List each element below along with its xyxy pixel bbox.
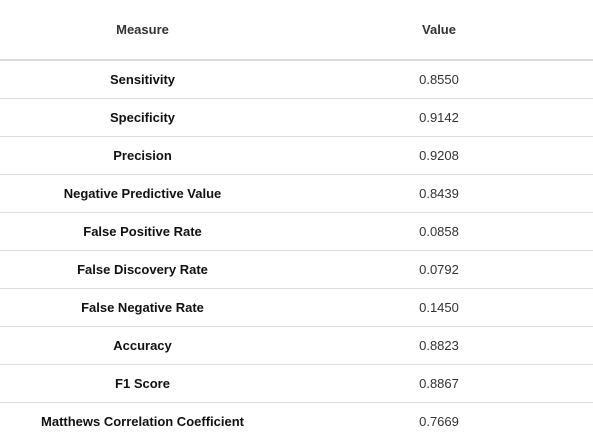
table-row: False Positive Rate 0.0858 xyxy=(0,212,593,251)
measure-cell: Specificity xyxy=(0,98,285,137)
table-row: F1 Score 0.8867 xyxy=(0,364,593,403)
table-row: Negative Predictive Value 0.8439 xyxy=(0,174,593,213)
measure-cell: False Discovery Rate xyxy=(0,250,285,289)
measure-cell: Matthews Correlation Coefficient xyxy=(41,414,244,429)
value-cell: 0.9208 xyxy=(285,136,593,175)
measure-cell: Accuracy xyxy=(0,326,285,365)
value-cell: 0.8823 xyxy=(285,326,593,365)
table-row: Precision 0.9208 xyxy=(0,136,593,175)
table-row: Matthews Correlation Coefficient 0.7669 xyxy=(0,403,593,441)
measure-cell: Negative Predictive Value xyxy=(0,174,285,213)
table-row: Sensitivity 0.8550 xyxy=(0,60,593,99)
header-row: Measure Value xyxy=(0,0,593,61)
table-row: False Discovery Rate 0.0792 xyxy=(0,250,593,289)
value-cell: 0.1450 xyxy=(285,288,593,327)
value-cell: 0.7669 xyxy=(419,414,459,429)
measure-cell: F1 Score xyxy=(0,364,285,403)
value-cell: 0.8867 xyxy=(285,364,593,403)
table-row: Accuracy 0.8823 xyxy=(0,326,593,365)
value-cell: 0.0792 xyxy=(285,250,593,289)
value-column-header: Value xyxy=(285,0,593,61)
table-row: False Negative Rate 0.1450 xyxy=(0,288,593,327)
value-cell: 0.8550 xyxy=(285,60,593,99)
table-header: Measure Value xyxy=(0,0,593,61)
value-cell: 0.0858 xyxy=(285,212,593,251)
value-cell: 0.8439 xyxy=(285,174,593,213)
measure-cell: False Negative Rate xyxy=(0,288,285,327)
table-row: Specificity 0.9142 xyxy=(0,98,593,137)
value-cell: 0.9142 xyxy=(285,98,593,137)
measure-cell: False Positive Rate xyxy=(0,212,285,251)
measure-cell: Precision xyxy=(0,136,285,175)
measure-column-header: Measure xyxy=(0,0,285,61)
measure-cell: Sensitivity xyxy=(0,60,285,99)
table-body: Sensitivity 0.8550 Specificity 0.9142 Pr… xyxy=(0,60,593,440)
